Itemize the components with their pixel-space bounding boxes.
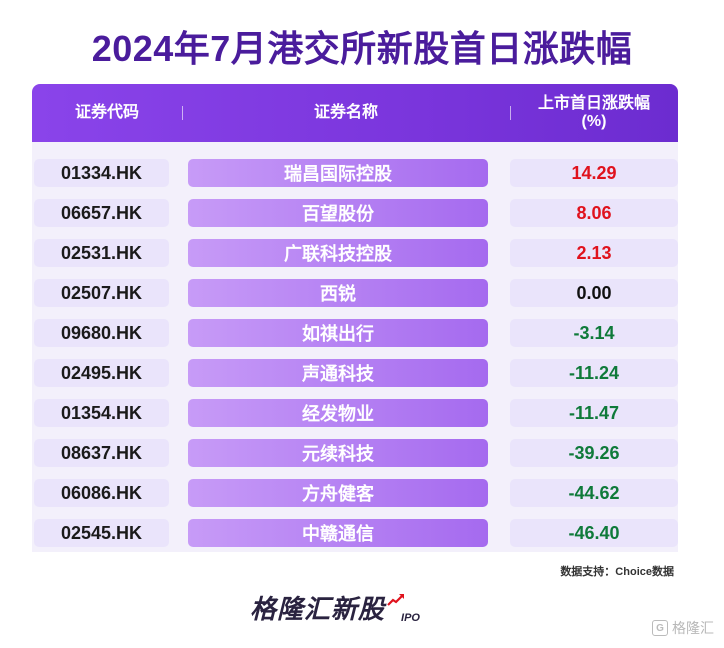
- stock-code: 02507.HK: [34, 279, 169, 307]
- stock-code: 06086.HK: [34, 479, 169, 507]
- first-day-change: 2.13: [510, 239, 678, 267]
- first-day-change: 8.06: [510, 199, 678, 227]
- brand-name: 格隆汇新股: [250, 594, 386, 624]
- table-row: 06657.HK 百望股份 8.06: [32, 199, 678, 227]
- table-row: 02507.HK 西锐 0.00: [32, 279, 678, 307]
- stock-code: 02545.HK: [34, 519, 169, 547]
- stock-name: 广联科技控股: [188, 239, 488, 267]
- first-day-change: -11.24: [510, 359, 678, 387]
- stock-code: 02531.HK: [34, 239, 169, 267]
- stock-name: 声通科技: [188, 359, 488, 387]
- watermark-text: 格隆汇: [672, 620, 714, 636]
- first-day-change: -11.47: [510, 399, 678, 427]
- first-day-change: -46.40: [510, 519, 678, 547]
- table-row: 08637.HK 元续科技 -39.26: [32, 439, 678, 467]
- watermark: G 格隆汇: [652, 618, 714, 638]
- stock-name: 元续科技: [188, 439, 488, 467]
- table-header: 证券代码 证券名称 上市首日涨跌幅 (%): [32, 84, 678, 142]
- brand-logo-icon: G: [652, 620, 668, 636]
- stock-code: 02495.HK: [34, 359, 169, 387]
- stock-name: 方舟健客: [188, 479, 488, 507]
- page-title: 2024年7月港交所新股首日涨跌幅: [91, 28, 633, 69]
- stock-name: 瑞昌国际控股: [188, 159, 488, 187]
- header-name: 证券名称: [313, 104, 378, 121]
- stock-code: 01354.HK: [34, 399, 169, 427]
- first-day-change: 14.29: [510, 159, 678, 187]
- header-change: 上市首日涨跌幅 (%): [510, 84, 678, 142]
- stock-code: 01334.HK: [34, 159, 169, 187]
- table-row: 06086.HK 方舟健客 -44.62: [32, 479, 678, 507]
- header-divider: [510, 106, 511, 120]
- stock-code: 09680.HK: [34, 319, 169, 347]
- stock-name: 西锐: [188, 279, 488, 307]
- table-row: 01354.HK 经发物业 -11.47: [32, 399, 678, 427]
- first-day-change: -39.26: [510, 439, 678, 467]
- first-day-change: -44.62: [510, 479, 678, 507]
- stock-name: 如祺出行: [188, 319, 488, 347]
- table-row: 02495.HK 声通科技 -11.24: [32, 359, 678, 387]
- header-divider: [182, 106, 183, 120]
- table-row: 09680.HK 如祺出行 -3.14: [32, 319, 678, 347]
- stock-code: 08637.HK: [34, 439, 169, 467]
- table-row: 02545.HK 中赣通信 -46.40: [32, 519, 678, 547]
- brand-suffix: IPO: [401, 612, 420, 624]
- header-change-line1: 上市首日涨跌幅: [537, 95, 650, 112]
- stock-name: 百望股份: [188, 199, 488, 227]
- table-row: 01334.HK 瑞昌国际控股 14.29: [32, 159, 678, 187]
- stock-code: 06657.HK: [34, 199, 169, 227]
- table-row: 02531.HK 广联科技控股 2.13: [32, 239, 678, 267]
- brand-logo: 格隆汇新股 IPO: [250, 592, 420, 626]
- data-source: 数据支持：Choice数据: [560, 566, 674, 578]
- stock-name: 经发物业: [188, 399, 488, 427]
- rising-arrow-icon: [387, 593, 405, 612]
- header-code: 证券代码: [74, 104, 139, 121]
- first-day-change: -3.14: [510, 319, 678, 347]
- stock-name: 中赣通信: [188, 519, 488, 547]
- header-change-line2: (%): [581, 113, 607, 130]
- first-day-change: 0.00: [510, 279, 678, 307]
